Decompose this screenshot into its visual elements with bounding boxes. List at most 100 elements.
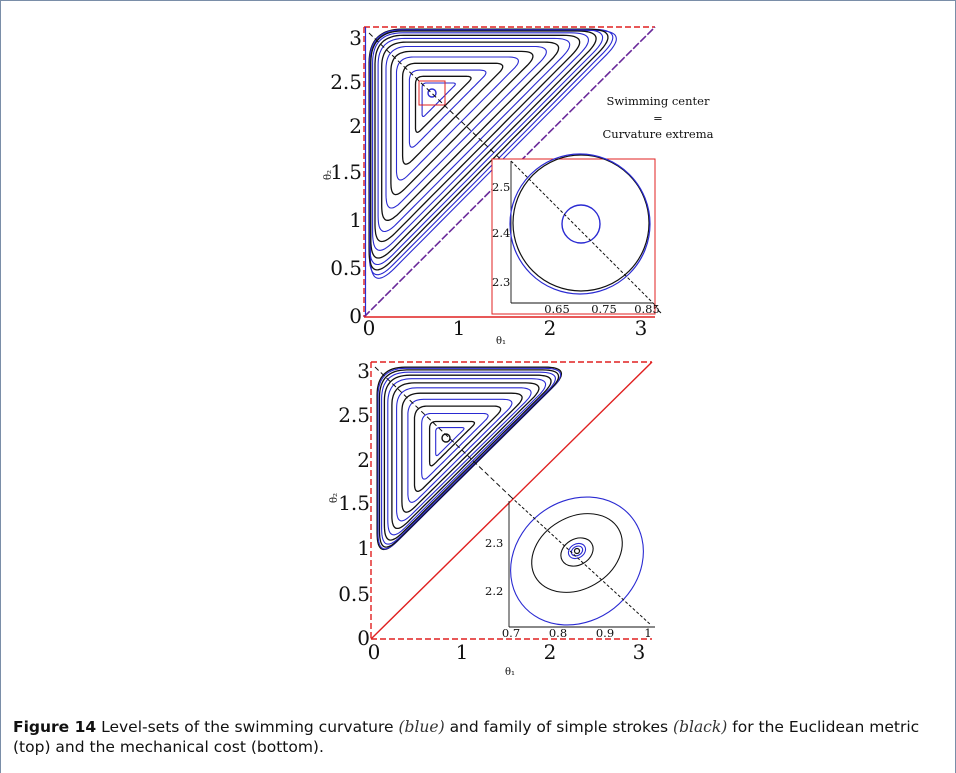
blue-level-set-curve: [377, 37, 571, 233]
annotation-line-1: Swimming center: [607, 94, 710, 108]
black-stroke-curve: [401, 62, 504, 165]
bottom-inset-x-tick: 0.9: [596, 626, 614, 640]
top-inset-y-tick: 2.5: [492, 180, 510, 194]
bottom-boundary-diagonal: [370, 361, 653, 640]
bottom-y-label: θ₂: [329, 493, 340, 503]
bottom-inset-dashed-line: [510, 496, 652, 626]
caption-text-3: for the Euclidean metric (top) and the m…: [13, 718, 920, 756]
black-stroke-curve: [390, 50, 534, 196]
top-inset: 2.3 2.4 2.5 0.65 0.75 0.85: [491, 153, 660, 316]
top-inset-y-tick: 2.3: [492, 275, 510, 289]
blue-level-set-curve: [435, 427, 465, 457]
top-y-tick: 2: [349, 114, 362, 138]
bottom-inset-center-point: [573, 547, 581, 555]
top-x-tick: 0: [363, 316, 376, 340]
top-y-tick: 0: [349, 304, 362, 328]
blue-level-set-curve: [395, 56, 519, 181]
bottom-y-tick: 1.5: [338, 491, 370, 515]
top-inset-frame: [491, 158, 656, 315]
top-y-tick: 1: [349, 208, 362, 232]
bottom-y-tick: 0.5: [338, 582, 370, 606]
bottom-inset: 2.2 2.3 0.7 0.8 0.9 1: [485, 496, 655, 640]
caption-text-2: and family of simple strokes: [449, 718, 669, 736]
top-inset-x-tick: 0.65: [544, 302, 570, 316]
top-y-tick: 3: [349, 26, 362, 50]
top-center-circle: [427, 88, 437, 98]
top-y-tick: 1.5: [330, 160, 362, 184]
bottom-y-tick: 1: [357, 536, 370, 560]
figure-caption: Figure 14 Level-sets of the swimming cur…: [13, 717, 943, 757]
black-stroke-curve: [383, 374, 552, 541]
bottom-inset-x-tick: 1: [644, 626, 651, 640]
bottom-inset-x-tick: 0.7: [502, 626, 520, 640]
bottom-center-circle: [441, 433, 451, 443]
top-x-tick: 3: [635, 316, 648, 340]
top-inset-y-tick: 2.4: [492, 226, 510, 240]
bottom-inset-outer-ellipse-black: [531, 513, 623, 593]
bottom-x-tick: 3: [633, 640, 646, 664]
black-stroke-curve: [370, 30, 597, 259]
blue-level-set-curve: [408, 69, 487, 148]
blue-level-set-curve: [372, 32, 589, 251]
top-x-label: θ₁: [496, 336, 506, 347]
bottom-level-set-curves: [376, 366, 563, 551]
black-stroke-curve: [428, 420, 476, 467]
black-stroke-curve: [376, 366, 563, 551]
blue-level-set-curve: [381, 371, 556, 545]
caption-label: Figure 14: [13, 718, 97, 736]
black-stroke-curve: [413, 405, 502, 492]
top-x-tick: 1: [453, 316, 466, 340]
top-y-label: θ₂: [323, 170, 334, 180]
caption-text-1: Level-sets of the swimming curvature: [101, 718, 394, 736]
bottom-x-label: θ₁: [505, 667, 515, 678]
top-panel: 0 0.5 1 1.5 2 2.5 3 0 1 2 3 θ₁ θ₂ Swimmi…: [323, 26, 714, 347]
blue-level-set-curve: [369, 29, 604, 266]
black-stroke-curve: [374, 34, 581, 243]
bottom-inset-x-tick: 0.8: [549, 626, 567, 640]
bottom-y-tick: 2.5: [338, 403, 370, 427]
swimming-center-annotation: Swimming center = Curvature extrema: [602, 94, 713, 141]
top-inset-x-tick: 0.85: [634, 302, 660, 316]
top-level-set-curves: [368, 28, 617, 279]
top-center-marker-square: [418, 80, 446, 106]
top-inset-outer-circle-black: [512, 154, 650, 292]
bottom-inset-inner-ellipse-blue: [570, 545, 584, 557]
bottom-inset-y-tick: 2.2: [485, 584, 503, 598]
top-y-tick: 0.5: [330, 256, 362, 280]
bottom-y-tick: 2: [357, 448, 370, 472]
top-inset-dashed-line: [510, 160, 658, 308]
black-stroke-curve: [414, 75, 472, 133]
black-stroke-curve: [401, 392, 523, 513]
bottom-panel: 0 0.5 1 1.5 2 2.5 3 0 1 2 3 θ₁ θ₂: [329, 359, 655, 678]
bottom-x-tick: 1: [456, 640, 469, 664]
blue-level-set-curve: [421, 82, 456, 118]
caption-black-word: (black): [673, 718, 728, 736]
bottom-center-dashed-line: [374, 366, 512, 498]
blue-level-set-curve: [387, 378, 547, 536]
black-stroke-curve: [391, 382, 540, 530]
bottom-y-ticks: 0 0.5 1 1.5 2 2.5 3: [338, 359, 370, 650]
figure-14: 0 0.5 1 1.5 2 2.5 3 0 1 2 3 θ₁ θ₂ Swimmi…: [323, 26, 714, 678]
bottom-y-tick: 3: [357, 359, 370, 383]
bottom-inset-y-tick: 2.3: [485, 536, 503, 550]
top-y-tick: 2.5: [330, 70, 362, 94]
annotation-line-2: =: [653, 111, 663, 125]
top-inset-outer-circle-blue: [509, 153, 651, 295]
top-x-ticks: 0 1 2 3: [363, 316, 648, 340]
top-x-tick: 2: [544, 316, 557, 340]
bottom-x-tick: 0: [368, 640, 381, 664]
top-inset-x-tick: 0.75: [591, 302, 617, 316]
bottom-inset-mid-ellipse-blue: [567, 542, 587, 560]
top-y-ticks: 0 0.5 1 1.5 2 2.5 3: [330, 26, 362, 328]
bottom-x-tick: 2: [544, 640, 557, 664]
bottom-inset-mid-ellipse-black: [560, 537, 594, 567]
blue-level-set-curve: [421, 412, 489, 480]
black-stroke-curve: [381, 41, 560, 221]
blue-level-set-curve: [407, 398, 513, 503]
bottom-y-tick: 0: [357, 626, 370, 650]
bottom-x-ticks: 0 1 2 3: [368, 640, 646, 664]
black-stroke-curve: [378, 369, 560, 548]
annotation-line-3: Curvature extrema: [602, 127, 713, 141]
black-stroke-curve: [368, 28, 609, 271]
